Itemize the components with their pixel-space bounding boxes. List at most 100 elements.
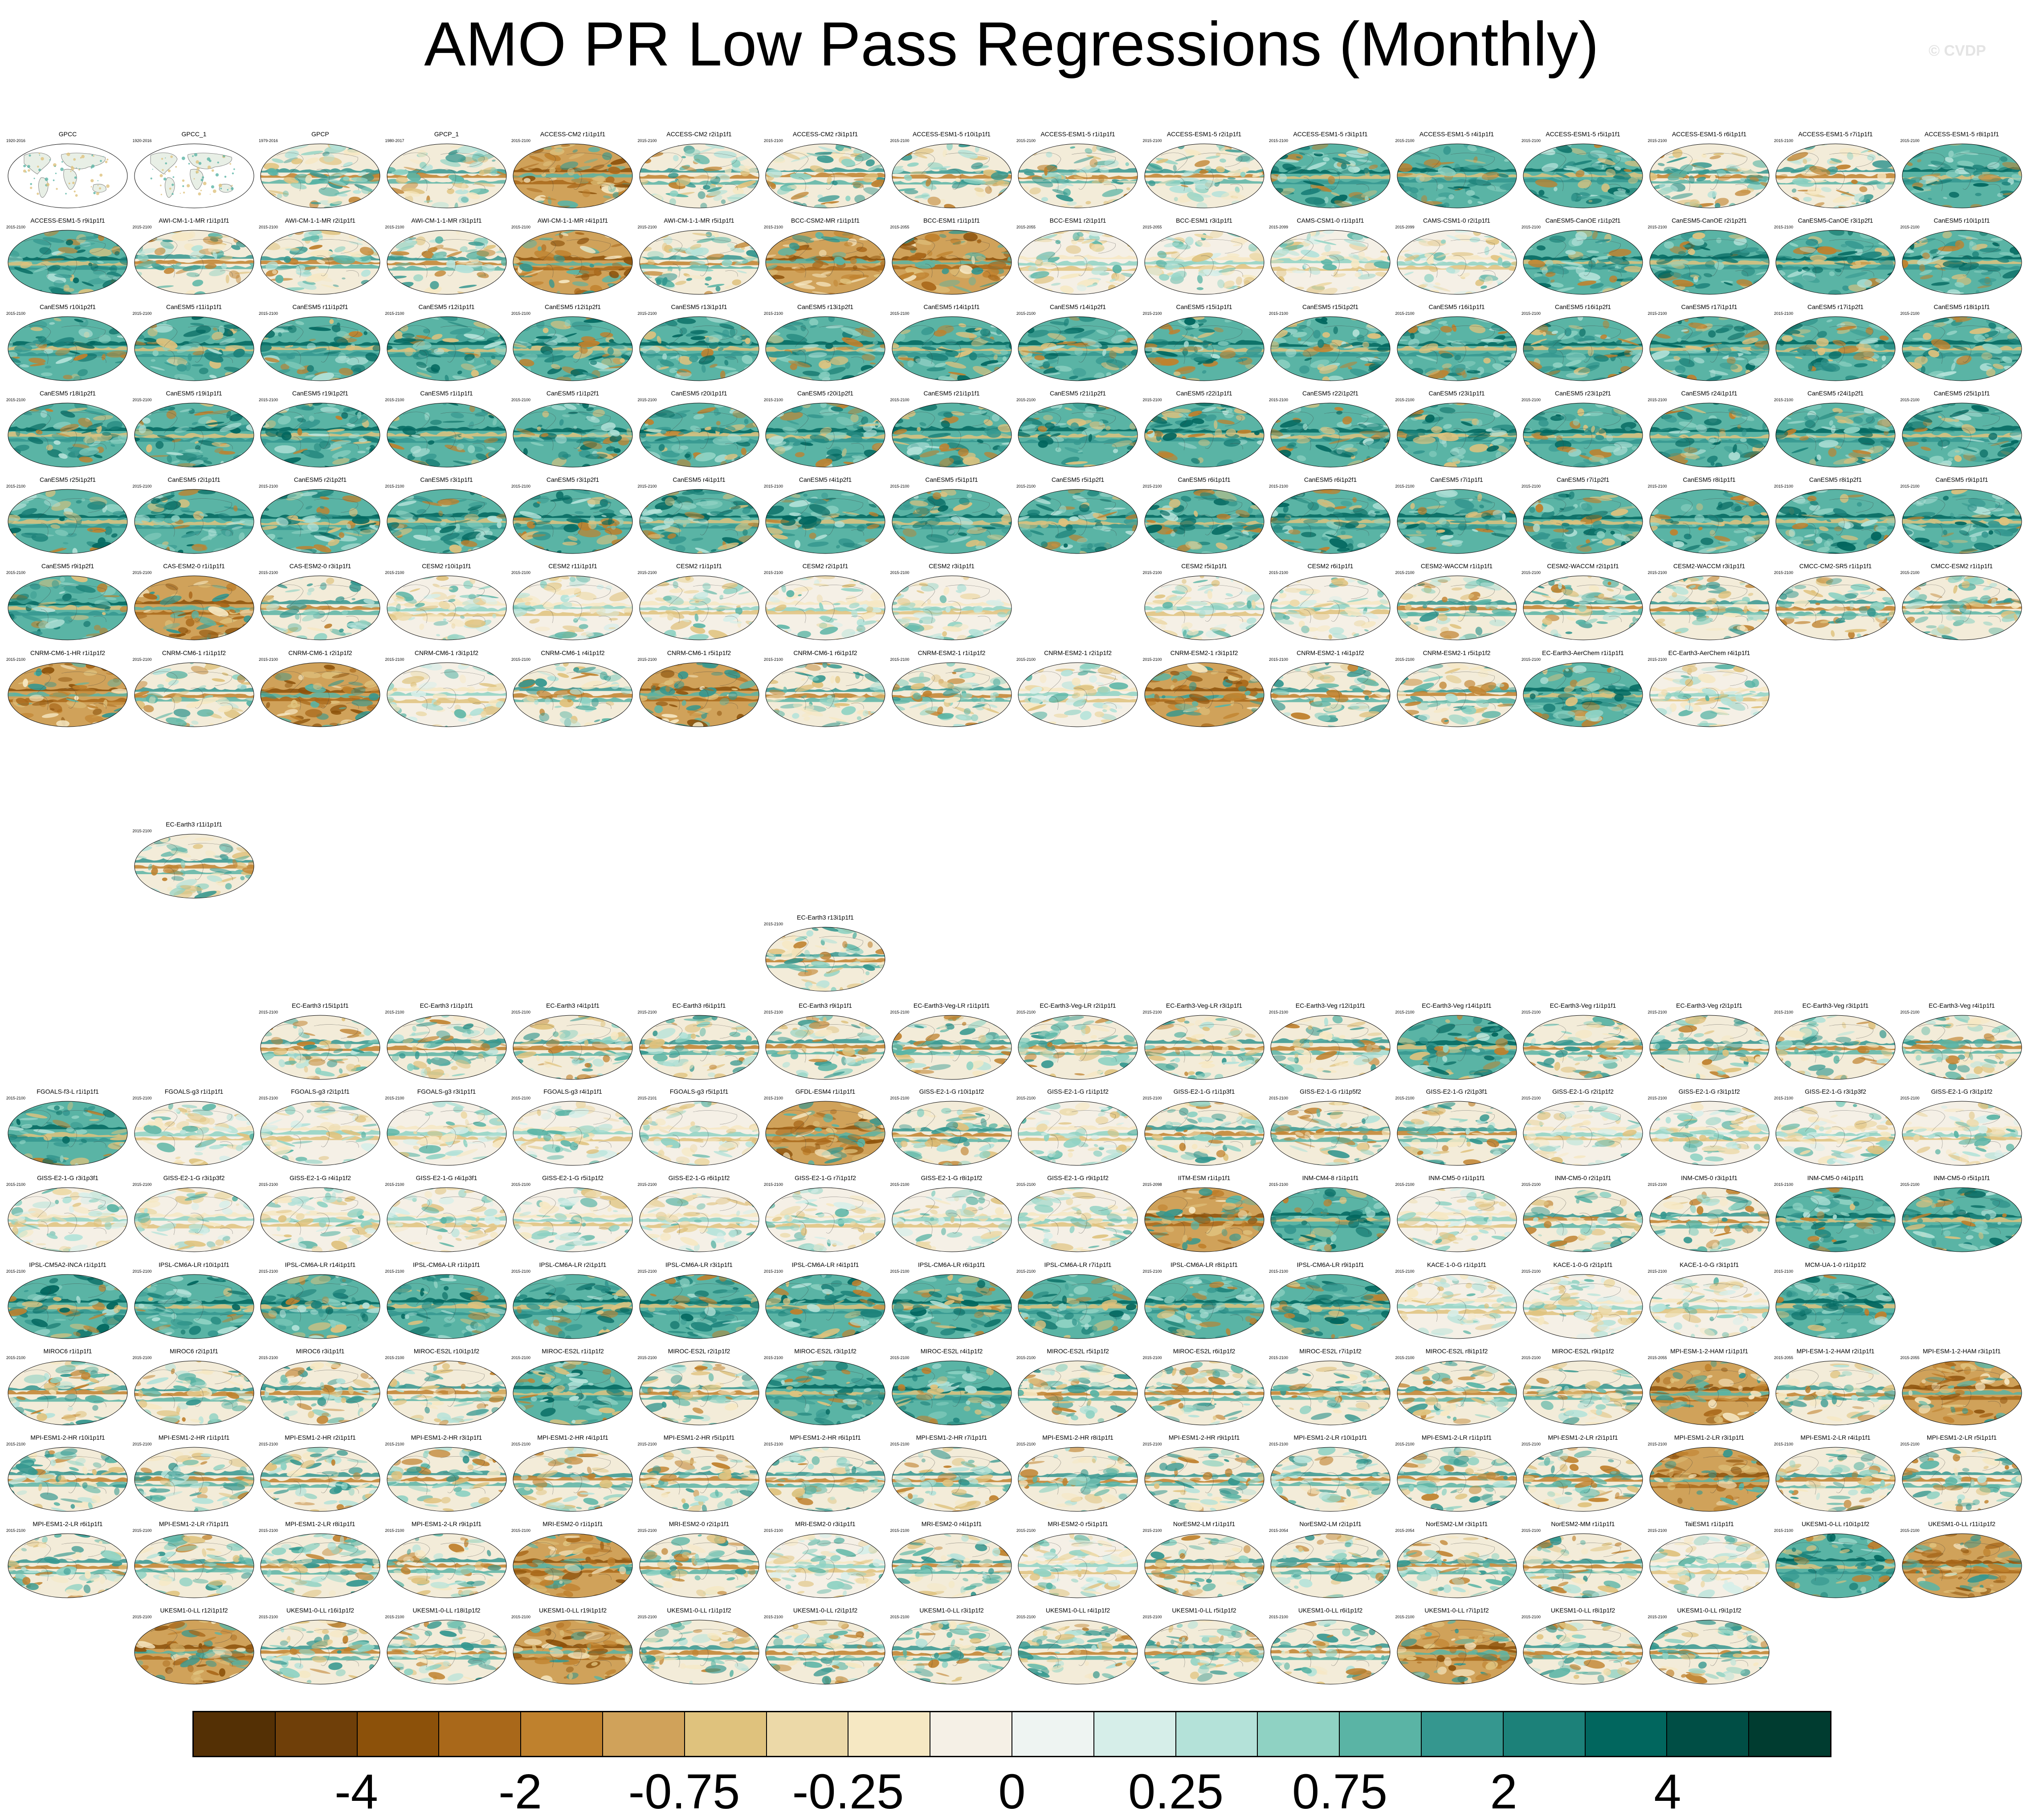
regression-map — [764, 142, 887, 210]
regression-map — [890, 1014, 1013, 1081]
panel-title: CNRM-CM6-1 r5i1p1f2 — [638, 649, 761, 656]
colorbar-label: 4 — [1654, 1763, 1681, 1820]
regression-map — [6, 661, 129, 729]
panel-title: MIROC-ES2L r10i1p1f2 — [385, 1348, 508, 1355]
panel-title: CanESM5 r21i1p1f1 — [890, 390, 1013, 397]
regression-map — [1521, 401, 1644, 469]
regression-map — [1774, 1186, 1897, 1254]
regression-map — [1901, 574, 2023, 642]
panel-title: MIROC6 r1i1p1f1 — [6, 1348, 129, 1355]
panel-title: GISS-E2-1-G r3i1p3f2 — [133, 1174, 256, 1181]
regression-map — [1395, 1273, 1518, 1340]
panel-title: CanESM5 r7i1p1f1 — [1395, 476, 1518, 483]
panel-title: CNRM-ESM2-1 r4i1p1f2 — [1269, 649, 1392, 656]
regression-map — [764, 1359, 887, 1427]
regression-map — [1648, 1186, 1771, 1254]
colorbar-label: -0.25 — [792, 1763, 904, 1820]
regression-map — [1016, 661, 1139, 729]
panel-title: ACCESS-ESM1-5 r8i1p1f1 — [1901, 130, 2023, 138]
regression-map — [1143, 1014, 1266, 1081]
regression-map — [385, 1445, 508, 1513]
regression-map — [1774, 1359, 1897, 1427]
regression-map — [638, 142, 761, 210]
panel-title: MIROC-ES2L r7i1p1f2 — [1269, 1348, 1392, 1355]
panel-title: GISS-E2-1-G r3i1p3f1 — [6, 1174, 129, 1181]
regression-map — [1016, 315, 1139, 383]
panel-title: CNRM-ESM2-1 r5i1p1f2 — [1395, 649, 1518, 656]
panel-title: CESM2 r11i1p1f1 — [511, 562, 634, 570]
regression-map — [890, 401, 1013, 469]
regression-map — [638, 1445, 761, 1513]
panel-title: FGOALS-f3-L r1i1p1f1 — [6, 1088, 129, 1095]
colorbar-label: 0.75 — [1292, 1763, 1387, 1820]
panel-title: CanESM5 r25i1p2f1 — [6, 476, 129, 483]
regression-map — [1648, 1532, 1771, 1600]
panel-title: CNRM-CM6-1-HR r1i1p1f2 — [6, 649, 129, 656]
panel-title: IPSL-CM6A-LR r9i1p1f1 — [1269, 1261, 1392, 1268]
panel-title: NorESM2-LM r3i1p1f1 — [1395, 1520, 1518, 1527]
panel-title: ACCESS-CM2 r2i1p1f1 — [638, 130, 761, 138]
regression-map — [1901, 1359, 2023, 1427]
regression-map — [133, 1099, 256, 1167]
regression-map — [1774, 1014, 1897, 1081]
regression-map — [1521, 1186, 1644, 1254]
regression-map — [1395, 1532, 1518, 1600]
regression-map — [6, 1099, 129, 1167]
panel-title: CanESM5 r11i1p1f1 — [133, 303, 256, 310]
panel-title: MPI-ESM-1-2-HAM r2i1p1f1 — [1774, 1348, 1897, 1355]
panel-title: BCC-ESM1 r3i1p1f1 — [1143, 217, 1266, 224]
colorbar-box — [1422, 1712, 1504, 1756]
panel-title: CESM2 r10i1p1f1 — [385, 562, 508, 570]
colorbar-box — [1258, 1712, 1340, 1756]
regression-map — [1143, 1532, 1266, 1600]
regression-map — [385, 142, 508, 210]
regression-map — [1269, 661, 1392, 729]
regression-map — [259, 1445, 382, 1513]
panel-title: MPI-ESM1-2-LR r4i1p1f1 — [1774, 1434, 1897, 1441]
regression-map — [764, 315, 887, 383]
regression-map — [890, 142, 1013, 210]
regression-map — [6, 315, 129, 383]
panel-title: EC-Earth3-Veg r4i1p1f1 — [1901, 1002, 2023, 1009]
panel-title: CanESM5 r8i1p1f1 — [1648, 476, 1771, 483]
panel-title: NorESM2-LM r2i1p1f1 — [1269, 1520, 1392, 1527]
panel-title: MRI-ESM2-0 r2i1p1f1 — [638, 1520, 761, 1527]
colorbar-box — [848, 1712, 930, 1756]
panel-title: ACCESS-ESM1-5 r7i1p1f1 — [1774, 130, 1897, 138]
panel-title: IPSL-CM6A-LR r14i1p1f1 — [259, 1261, 382, 1268]
panel-title: CanESM5 r21i1p2f1 — [1016, 390, 1139, 397]
colorbar-box — [767, 1712, 849, 1756]
panel-title: UKESM1-0-LL r3i1p1f2 — [890, 1607, 1013, 1614]
regression-map — [1269, 142, 1392, 210]
panel-title: CanESM5 r1i1p1f1 — [385, 390, 508, 397]
regression-map — [1395, 574, 1518, 642]
